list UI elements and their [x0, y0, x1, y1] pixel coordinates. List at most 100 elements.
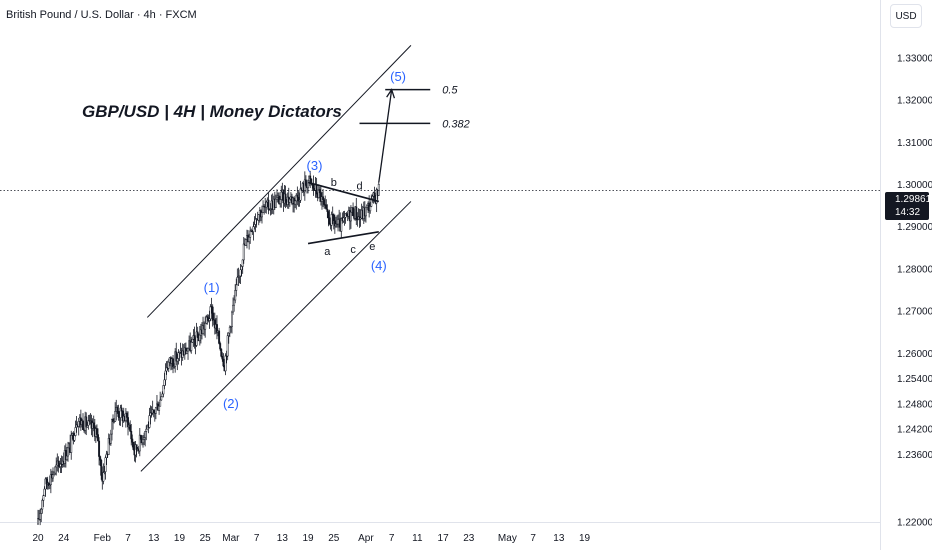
candle — [204, 316, 207, 338]
candle — [364, 206, 367, 223]
currency-button[interactable]: USD — [890, 4, 922, 28]
candle — [238, 275, 241, 284]
candle-body — [172, 358, 174, 367]
candle-body — [41, 500, 44, 510]
candle-body — [176, 358, 179, 362]
candle — [287, 187, 290, 209]
x-tick-label: 20 — [32, 533, 44, 544]
candle — [235, 278, 238, 297]
candle-body — [327, 211, 330, 218]
candle — [249, 226, 252, 244]
y-tick-label: 1.29000 — [897, 222, 932, 233]
candle — [355, 198, 358, 225]
y-tick-label: 1.23600 — [897, 450, 932, 461]
candle-body — [337, 219, 340, 225]
candle — [265, 200, 268, 214]
candle — [70, 430, 73, 460]
candle-body — [235, 284, 238, 291]
fib-level-label: 0.5 — [442, 85, 458, 97]
candle — [307, 179, 310, 194]
channel-lower-line — [140, 201, 412, 472]
candle — [352, 202, 355, 217]
candle — [340, 217, 343, 238]
candle-body — [253, 224, 256, 227]
candle — [328, 209, 331, 225]
candle-body — [55, 464, 58, 468]
candle-body — [279, 199, 282, 204]
candle-body — [100, 459, 103, 476]
candle-body — [349, 211, 352, 222]
candle — [145, 425, 148, 441]
candle-body — [107, 438, 110, 455]
candle — [120, 404, 123, 412]
candle-body — [77, 421, 80, 427]
symbol-title[interactable]: British Pound / U.S. Dollar · 4h · FXCM — [6, 9, 197, 21]
candle — [172, 354, 174, 374]
candle-body — [221, 356, 224, 360]
x-tick-label: Feb — [94, 533, 112, 544]
candle-body — [144, 431, 147, 438]
y-tick-label: 1.22000 — [897, 518, 932, 529]
x-tick-label: May — [498, 533, 517, 544]
candle — [309, 170, 312, 189]
candle — [216, 315, 218, 340]
candle — [241, 259, 244, 274]
candle — [195, 322, 198, 348]
candle — [107, 433, 110, 455]
candle-body — [364, 206, 367, 217]
candle — [213, 312, 216, 335]
candle — [102, 463, 105, 485]
x-tick-label: Mar — [222, 533, 240, 544]
candle — [85, 412, 88, 436]
candle-body — [222, 358, 225, 367]
candle-body — [267, 199, 270, 210]
x-tick-label: 7 — [254, 533, 260, 544]
candle — [49, 468, 52, 494]
candle — [73, 432, 76, 443]
candle-body — [95, 428, 98, 435]
candle-body — [315, 184, 318, 195]
candle-body — [309, 175, 312, 180]
candle — [198, 326, 201, 346]
candle — [190, 336, 193, 354]
candle-body — [248, 237, 251, 242]
candle-body — [104, 457, 107, 472]
candle — [104, 455, 107, 480]
candle-body — [209, 306, 212, 320]
x-tick-label: Apr — [358, 533, 374, 544]
candle-body — [294, 200, 297, 205]
candle — [160, 396, 163, 401]
candle-body — [323, 199, 326, 205]
candle-body — [129, 424, 132, 432]
candle-body — [232, 304, 234, 313]
x-tick-label: 7 — [530, 533, 536, 544]
candle-body — [54, 466, 57, 474]
candle-body — [299, 188, 302, 201]
subwave-label: d — [356, 181, 362, 193]
candle-body — [355, 206, 358, 220]
candle-body — [177, 352, 180, 359]
candle-body — [152, 409, 155, 413]
candle — [148, 407, 151, 429]
candle — [138, 428, 141, 457]
candle-body — [116, 407, 119, 412]
candle-body — [257, 214, 260, 221]
candle-body — [220, 348, 223, 357]
candle-body — [227, 332, 230, 336]
candle-body — [326, 208, 329, 212]
candle-body — [74, 427, 77, 436]
candle — [119, 404, 122, 426]
candle-body — [276, 197, 278, 200]
candle-body — [211, 306, 214, 321]
candle-body — [304, 179, 307, 186]
candle-body — [249, 230, 252, 238]
candle-body — [216, 324, 218, 333]
candle-body — [109, 433, 112, 444]
candle — [207, 314, 210, 323]
x-tick-label: 7 — [389, 533, 395, 544]
candle-body — [231, 311, 233, 327]
candle-body — [371, 196, 374, 199]
candle-body — [330, 214, 333, 226]
